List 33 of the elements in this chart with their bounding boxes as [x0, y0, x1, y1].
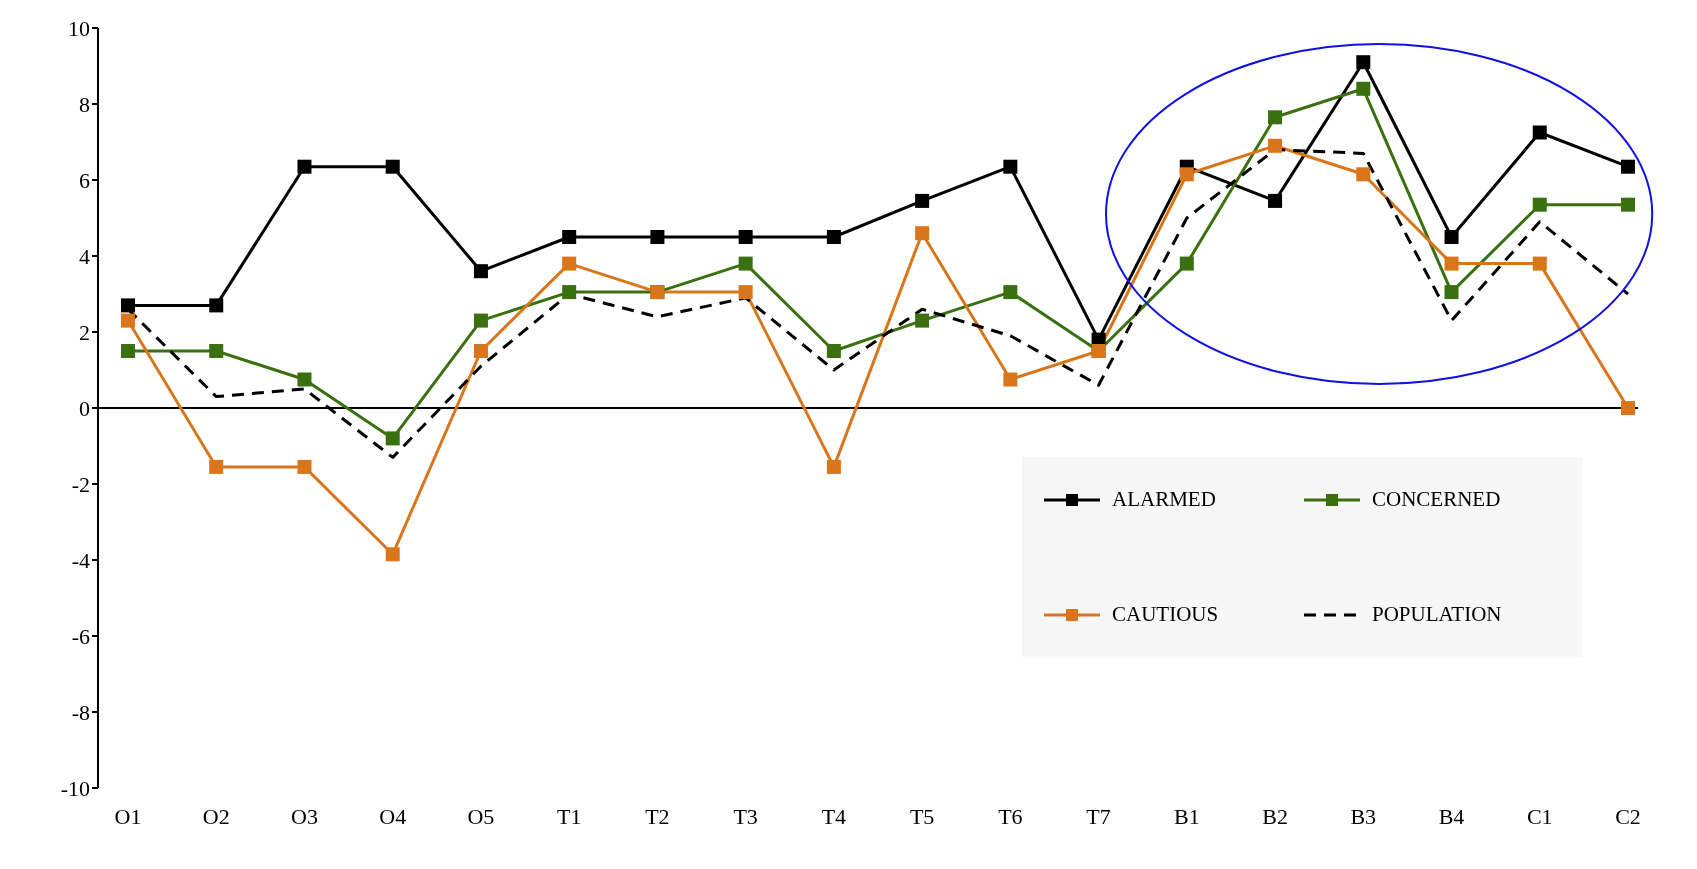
x-tick-label: O5 [467, 803, 495, 829]
y-tick-label: 10 [68, 15, 90, 41]
legend-label: POPULATION [1372, 602, 1502, 628]
x-tick-label: O2 [202, 803, 230, 829]
x-tick-label: O3 [291, 803, 318, 829]
legend-label: CONCERNED [1372, 487, 1501, 513]
x-tick-label: C1 [1526, 803, 1553, 829]
x-tick-label: T7 [1086, 803, 1111, 829]
legend-label: ALARMED [1112, 487, 1216, 513]
y-tick-label: -2 [71, 471, 90, 497]
y-tick-label: 0 [79, 395, 90, 421]
x-tick-label: B4 [1438, 803, 1465, 829]
x-tick-label: T3 [733, 803, 758, 829]
y-tick-label: 8 [79, 91, 90, 117]
x-tick-label: O1 [114, 803, 142, 829]
x-tick-label: T4 [821, 803, 847, 829]
x-tick-label: O4 [379, 803, 407, 829]
x-tick-label: T6 [998, 803, 1023, 829]
x-tick-label: B1 [1173, 803, 1200, 829]
x-tick-label: T1 [556, 803, 582, 829]
y-tick-label: -4 [71, 547, 90, 573]
y-tick-label: 2 [79, 319, 90, 345]
y-tick-label: -6 [71, 623, 90, 649]
y-tick-label: 6 [79, 167, 90, 193]
x-tick-label: T2 [645, 803, 670, 829]
x-tick-label: B3 [1350, 803, 1377, 829]
y-tick-label: 4 [79, 243, 90, 269]
x-tick-label: B2 [1262, 803, 1288, 829]
x-tick-label: C2 [1615, 803, 1641, 829]
x-tick-label: T5 [909, 803, 935, 829]
y-tick-label: -10 [60, 775, 90, 801]
legend-label: CAUTIOUS [1112, 602, 1219, 628]
y-tick-label: -8 [71, 699, 90, 725]
